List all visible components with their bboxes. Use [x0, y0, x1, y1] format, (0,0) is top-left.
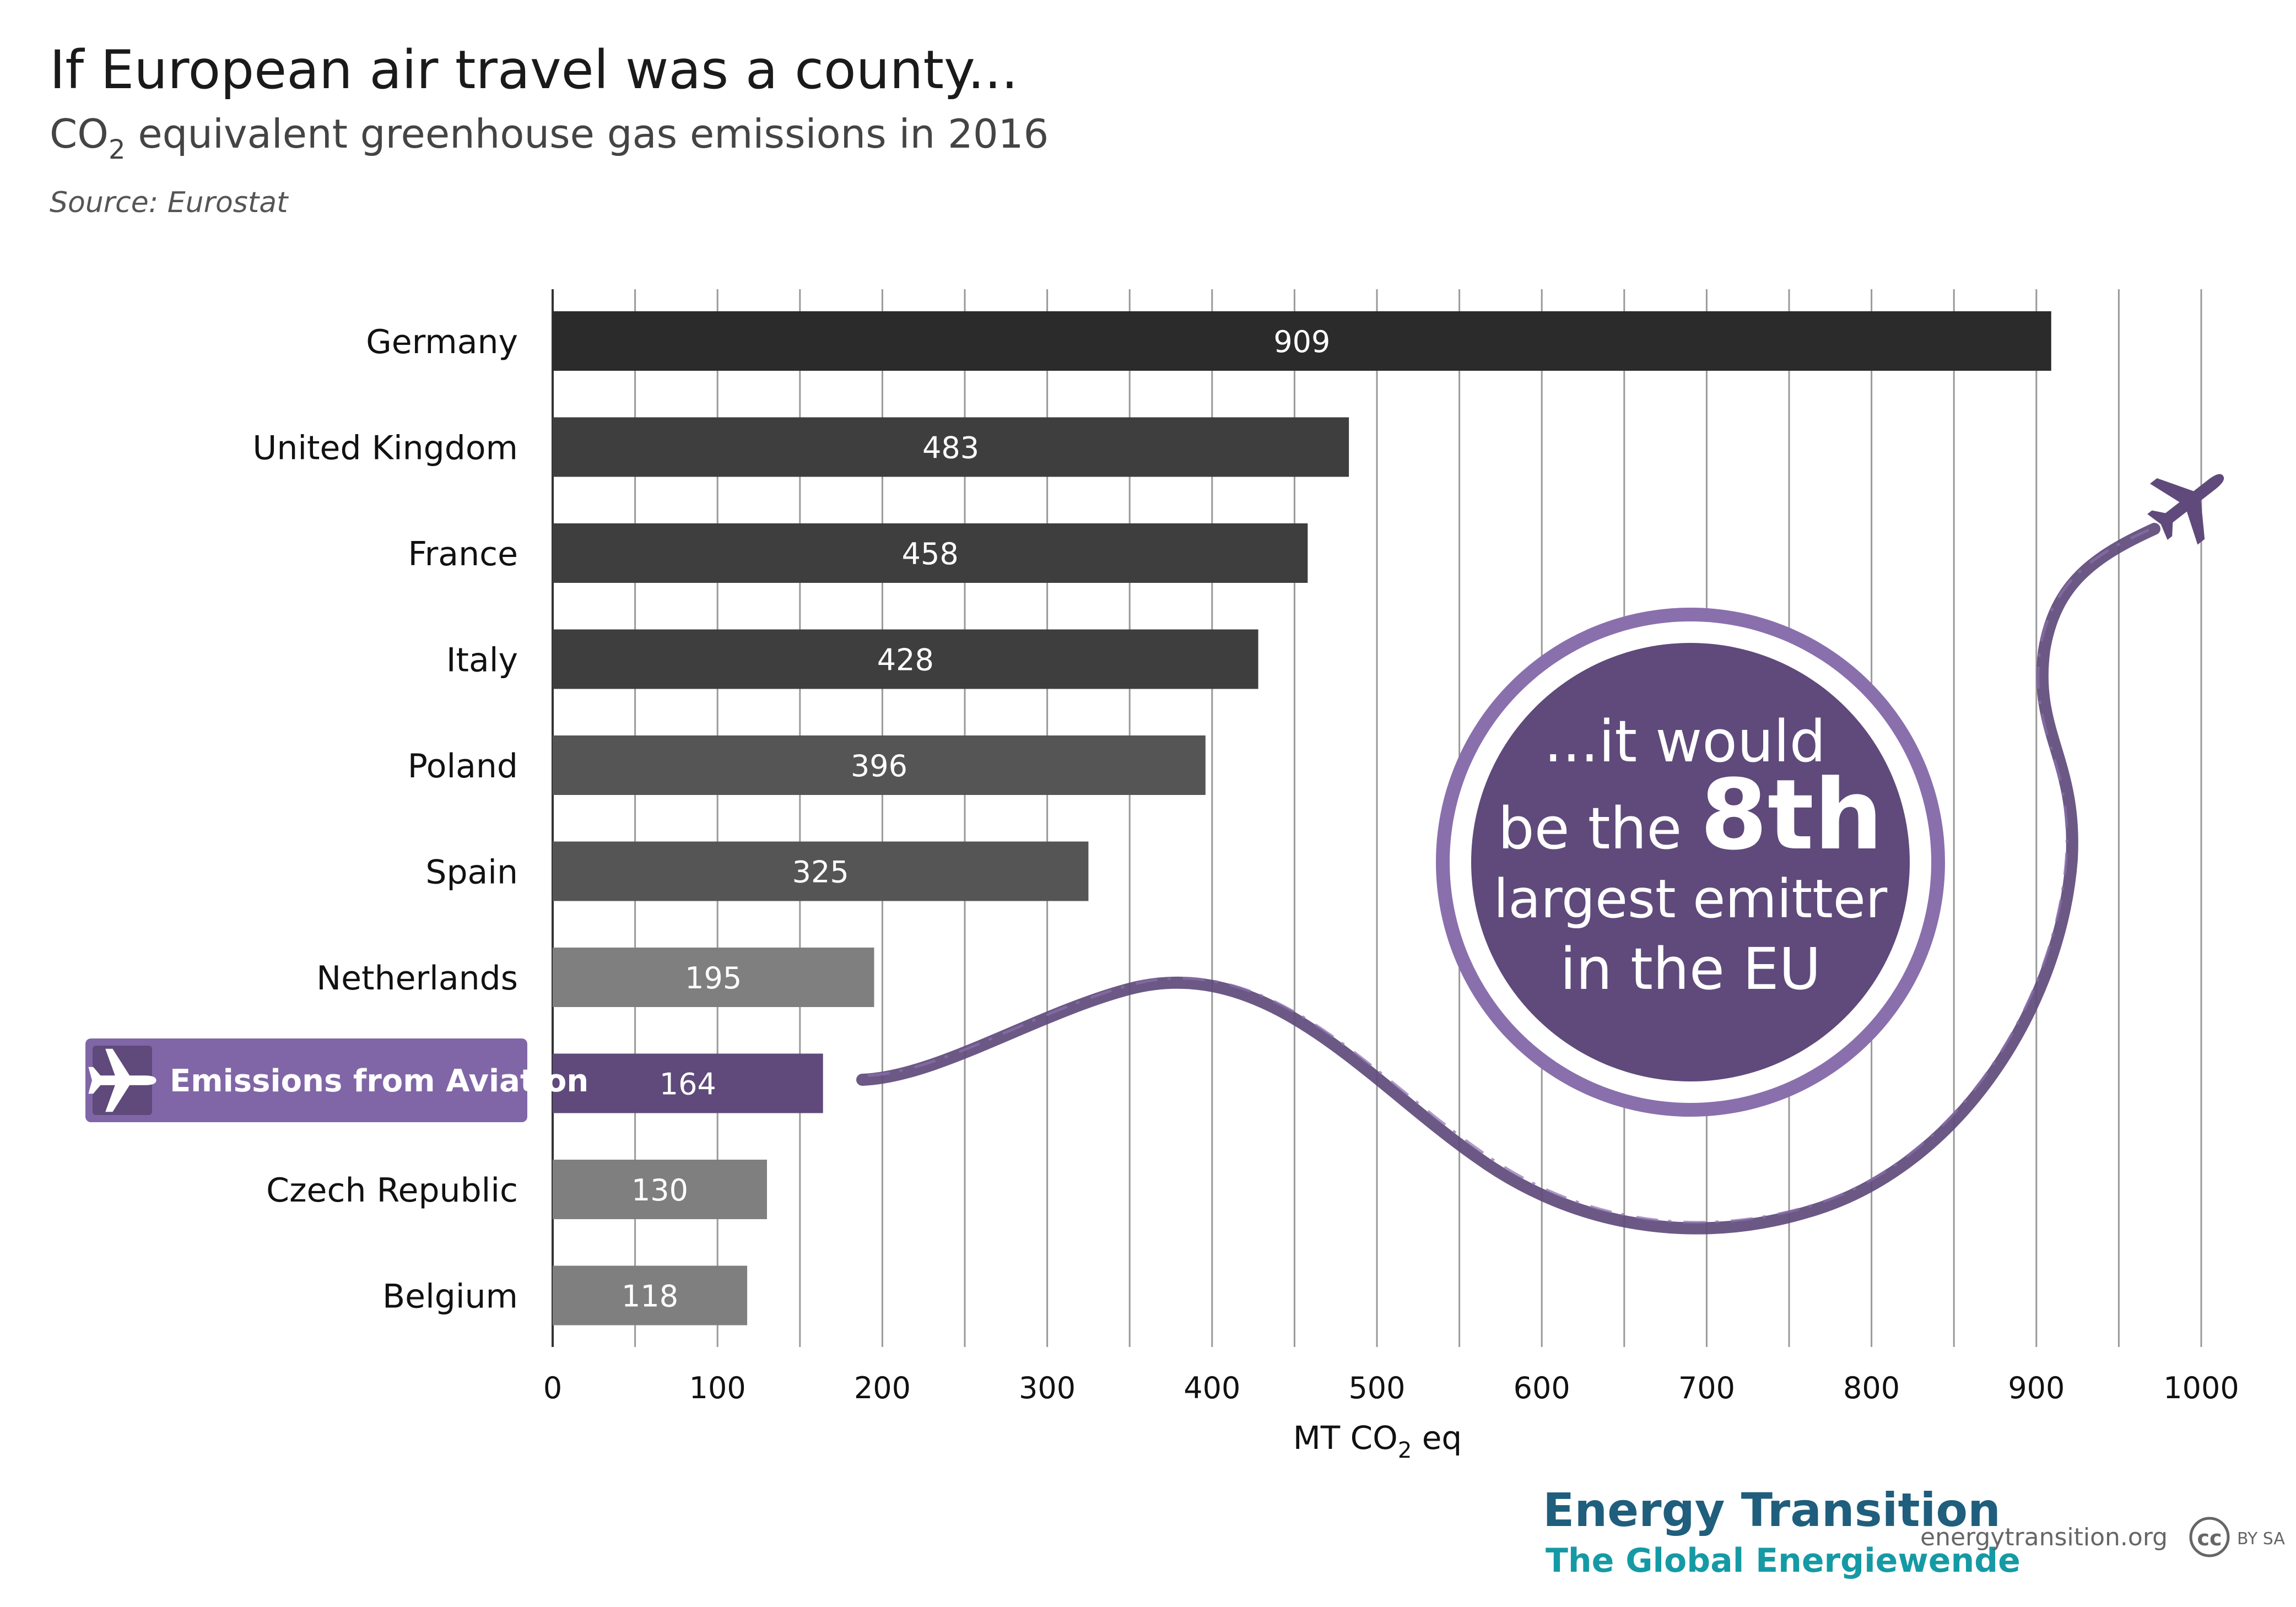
callout-line1: ...it would [1544, 708, 1825, 775]
callout-line4: in the EU [1560, 935, 1820, 1003]
x-tick-label: 900 [2008, 1371, 2065, 1405]
x-tick-label: 600 [1514, 1371, 1570, 1405]
bar [553, 311, 2051, 371]
bar-value-label: 325 [792, 855, 849, 890]
brand-name: Energy Transition [1543, 1483, 2001, 1537]
bar [553, 523, 1308, 583]
subtitle-main: CO [50, 111, 109, 157]
category-label: Belgium [382, 1278, 518, 1316]
footer-url[interactable]: energytransition.org [1920, 1523, 2168, 1551]
x-tick-label: 300 [1019, 1371, 1076, 1405]
x-tick-label: 700 [1678, 1371, 1735, 1405]
bar-value-label: 428 [877, 643, 934, 678]
flight-path-trail [856, 523, 2160, 1235]
bar [553, 948, 874, 1007]
callout-line2b: 8th [1700, 759, 1883, 872]
bar-value-label: 118 [622, 1279, 678, 1314]
chart-subtitle: CO2 equivalent greenhouse gas emissions … [50, 111, 1049, 165]
cc-text: cc [2197, 1526, 2222, 1550]
category-label: Germany [366, 323, 518, 361]
category-label: Italy [446, 641, 518, 680]
bar [553, 735, 1206, 795]
x-tick-label: 100 [689, 1371, 746, 1405]
aviation-label-text: Emissions from Aviation [170, 1063, 588, 1099]
cc-circle [2189, 1517, 2230, 1557]
bar [553, 417, 1349, 477]
bar-value-label: 483 [922, 431, 979, 466]
bar-value-label: 909 [1273, 324, 1330, 359]
category-labels: Germany United Kingdom France Italy Poland Sp… [252, 323, 518, 1316]
bar [553, 1053, 823, 1113]
bar-value-label: 130 [631, 1173, 688, 1208]
callout-inner-circle [1471, 643, 1910, 1081]
bar-value-label: 458 [902, 537, 959, 571]
bar [553, 629, 1258, 689]
category-label: Czech Republic [266, 1171, 518, 1210]
x-axis-title-subscript: 2 [1398, 1438, 1412, 1463]
callout-line3: largest emitter [1494, 868, 1888, 930]
x-tick-label: 1000 [2163, 1371, 2239, 1405]
callout-circle: ...it would be the 8th largest emitter i… [1436, 608, 1945, 1117]
bars-group: 909 483 458 428 396 325 195 164 130 118 [553, 311, 2051, 1325]
callout-line2a: be the [1498, 795, 1700, 862]
brand-tagline: The Global Energiewende [1546, 1541, 2021, 1580]
chart-title: If European air travel was a county... [50, 39, 1018, 101]
category-label: Spain [425, 853, 518, 892]
x-axis-title: MT CO2 eq [1293, 1419, 1462, 1463]
bar [553, 1265, 748, 1325]
airplane-icon [2147, 474, 2224, 545]
bar [553, 1160, 767, 1219]
x-axis-title-main: MT CO [1293, 1419, 1398, 1457]
category-label: United Kingdom [252, 429, 518, 468]
bar-value-label: 164 [660, 1067, 716, 1102]
x-axis-title-rest: eq [1412, 1419, 1462, 1457]
category-label: Poland [408, 747, 518, 786]
subtitle-rest: equivalent greenhouse gas emissions in 2… [126, 111, 1049, 157]
x-axis-ticks: 0 100 200 300 400 500 600 700 800 900 1000 [543, 1371, 2239, 1405]
cc-license-icon: cc [2189, 1517, 2230, 1557]
x-tick-label: 800 [1843, 1371, 1900, 1405]
flight-path-trail-texture [867, 528, 2149, 1224]
bar-value-label: 396 [851, 749, 907, 783]
x-tick-label: 200 [854, 1371, 911, 1405]
airplane-icon [88, 1048, 156, 1112]
x-tick-label: 400 [1184, 1371, 1240, 1405]
bar-value-label: 195 [685, 961, 742, 995]
aviation-label-background [85, 1038, 527, 1122]
aviation-label-box: Emissions from Aviation [85, 1038, 588, 1122]
bar [553, 841, 1089, 901]
category-label: France [408, 535, 518, 573]
x-tick-label: 0 [543, 1371, 562, 1405]
subtitle-subscript: 2 [109, 134, 126, 165]
license-text: BY SA [2237, 1529, 2285, 1549]
category-label: Netherlands [316, 959, 518, 998]
chart-source: Source: Eurostat [50, 186, 289, 219]
x-tick-label: 500 [1348, 1371, 1405, 1405]
callout-line2: be the 8th [1498, 759, 1883, 872]
